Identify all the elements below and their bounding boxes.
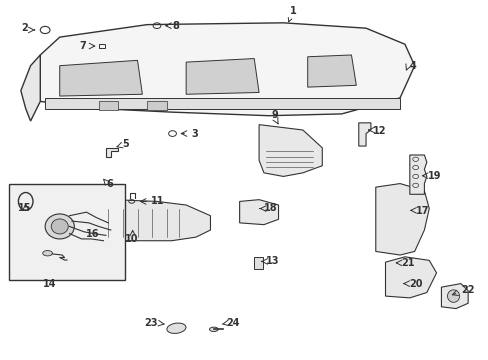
Text: 1: 1 <box>288 6 296 22</box>
Ellipse shape <box>42 251 52 256</box>
PathPatch shape <box>307 55 356 87</box>
PathPatch shape <box>239 200 278 225</box>
Text: 20: 20 <box>408 279 422 289</box>
Text: 8: 8 <box>172 21 179 31</box>
Text: 9: 9 <box>271 110 278 120</box>
Text: 2: 2 <box>21 23 28 33</box>
Text: 11: 11 <box>151 197 164 206</box>
Text: 19: 19 <box>427 171 441 181</box>
Bar <box>99 102 118 111</box>
Text: 7: 7 <box>80 41 86 51</box>
Ellipse shape <box>51 219 68 234</box>
Bar <box>9 184 125 280</box>
Text: 10: 10 <box>125 234 138 244</box>
PathPatch shape <box>96 200 210 241</box>
PathPatch shape <box>385 257 436 298</box>
Ellipse shape <box>209 327 218 332</box>
Text: 17: 17 <box>415 206 429 216</box>
PathPatch shape <box>375 184 428 255</box>
Text: 22: 22 <box>460 285 473 295</box>
PathPatch shape <box>358 123 370 146</box>
Bar <box>99 44 105 48</box>
Text: 6: 6 <box>106 179 112 189</box>
Text: 4: 4 <box>409 61 416 71</box>
Bar <box>254 257 263 269</box>
PathPatch shape <box>259 125 322 176</box>
Text: 13: 13 <box>266 256 279 266</box>
Text: 12: 12 <box>372 126 386 136</box>
PathPatch shape <box>21 55 40 121</box>
Text: 16: 16 <box>86 229 100 239</box>
PathPatch shape <box>441 284 467 309</box>
PathPatch shape <box>60 60 142 96</box>
Text: 18: 18 <box>264 203 277 213</box>
Ellipse shape <box>447 290 459 302</box>
PathPatch shape <box>186 59 259 94</box>
Text: 24: 24 <box>225 318 239 328</box>
Text: 23: 23 <box>144 318 158 328</box>
PathPatch shape <box>45 98 399 109</box>
Text: 15: 15 <box>18 203 31 213</box>
Bar <box>147 102 166 111</box>
Text: 21: 21 <box>400 258 414 268</box>
PathPatch shape <box>106 148 118 157</box>
Ellipse shape <box>45 214 74 239</box>
Text: 14: 14 <box>43 279 57 289</box>
PathPatch shape <box>409 155 426 194</box>
Text: 3: 3 <box>191 129 197 139</box>
Ellipse shape <box>166 323 185 333</box>
Text: 5: 5 <box>122 139 128 149</box>
PathPatch shape <box>40 23 414 116</box>
